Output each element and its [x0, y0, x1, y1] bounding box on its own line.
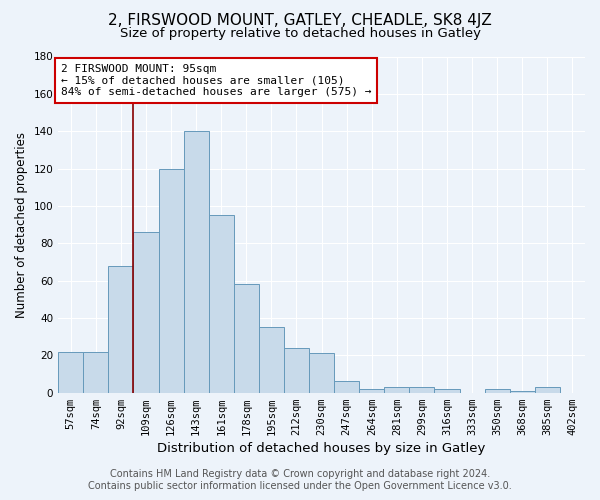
Bar — [385, 387, 409, 392]
Bar — [485, 389, 510, 392]
Text: 2 FIRSWOOD MOUNT: 95sqm
← 15% of detached houses are smaller (105)
84% of semi-d: 2 FIRSWOOD MOUNT: 95sqm ← 15% of detache… — [61, 64, 371, 97]
Text: 2, FIRSWOOD MOUNT, GATLEY, CHEADLE, SK8 4JZ: 2, FIRSWOOD MOUNT, GATLEY, CHEADLE, SK8 … — [108, 12, 492, 28]
Bar — [284, 348, 309, 393]
Bar — [209, 216, 234, 392]
Bar — [309, 354, 334, 393]
X-axis label: Distribution of detached houses by size in Gatley: Distribution of detached houses by size … — [157, 442, 486, 455]
Bar — [184, 131, 209, 392]
Bar — [234, 284, 259, 393]
Bar — [83, 352, 109, 393]
Bar — [58, 352, 83, 393]
Text: Contains HM Land Registry data © Crown copyright and database right 2024.
Contai: Contains HM Land Registry data © Crown c… — [88, 470, 512, 491]
Bar — [109, 266, 133, 392]
Bar — [158, 168, 184, 392]
Bar — [259, 328, 284, 392]
Bar — [510, 391, 535, 392]
Bar — [434, 389, 460, 392]
Bar — [133, 232, 158, 392]
Y-axis label: Number of detached properties: Number of detached properties — [15, 132, 28, 318]
Bar — [359, 389, 385, 392]
Bar — [409, 387, 434, 392]
Bar — [334, 382, 359, 392]
Bar — [535, 387, 560, 392]
Text: Size of property relative to detached houses in Gatley: Size of property relative to detached ho… — [119, 28, 481, 40]
